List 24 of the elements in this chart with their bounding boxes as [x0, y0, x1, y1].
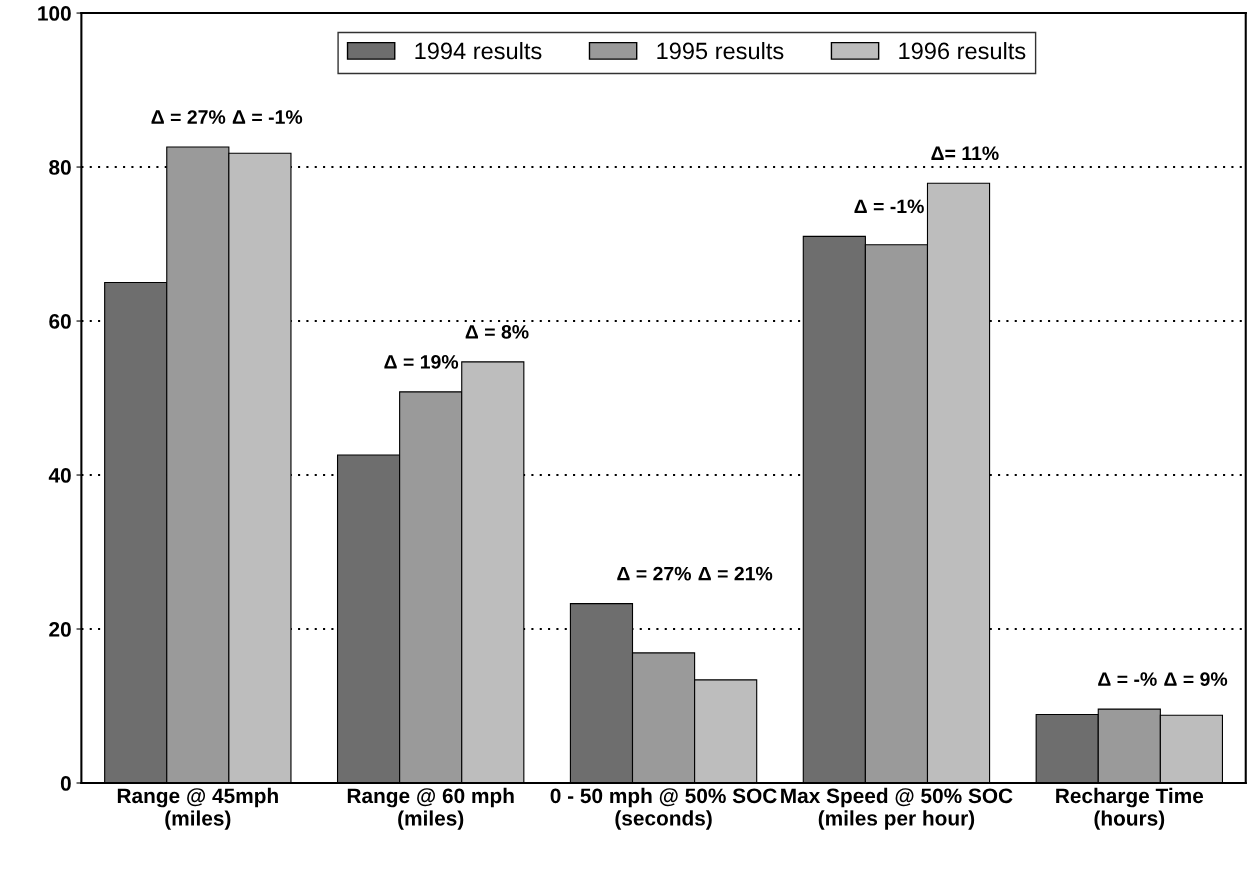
annotation: Δ = 9% — [1164, 672, 1228, 686]
x-tick-label: Max Speed @ 50% SOC (miles per hour) — [781, 787, 1013, 830]
annotation: Δ = 27% — [151, 110, 226, 124]
annotation: Δ = 27% — [617, 566, 691, 581]
legend-label: 1994 results — [415, 42, 542, 60]
y-tick-label: 40 — [48, 468, 71, 483]
annotation: Δ = -1% — [232, 110, 303, 124]
annotation: Δ = 21% — [698, 566, 773, 581]
y-tick-label: 20 — [49, 622, 71, 637]
y-tick-label: 0 — [60, 776, 71, 791]
y-tick-label: 100 — [38, 6, 71, 21]
legend-label: 1996 results — [899, 42, 1026, 60]
annotation: Δ = -1% — [854, 199, 924, 214]
x-tick-label: Recharge Time (hours) — [1056, 787, 1204, 830]
annotation: Δ = -% — [1098, 672, 1157, 686]
x-tick-label: 0 - 50 mph @ 50% SOC (seconds) — [550, 787, 777, 830]
y-tick-label: 80 — [49, 160, 71, 175]
y-tick-label: 60 — [49, 314, 71, 329]
x-tick-label: Range @ 60 mph (miles) — [347, 787, 514, 830]
legend-label: 1995 results — [657, 42, 784, 60]
annotation: Δ= 11% — [931, 146, 999, 161]
annotation: Δ = 19% — [384, 355, 459, 369]
x-tick-label: Range @ 45mph (miles) — [117, 787, 278, 830]
annotation: Δ = 8% — [465, 324, 529, 339]
